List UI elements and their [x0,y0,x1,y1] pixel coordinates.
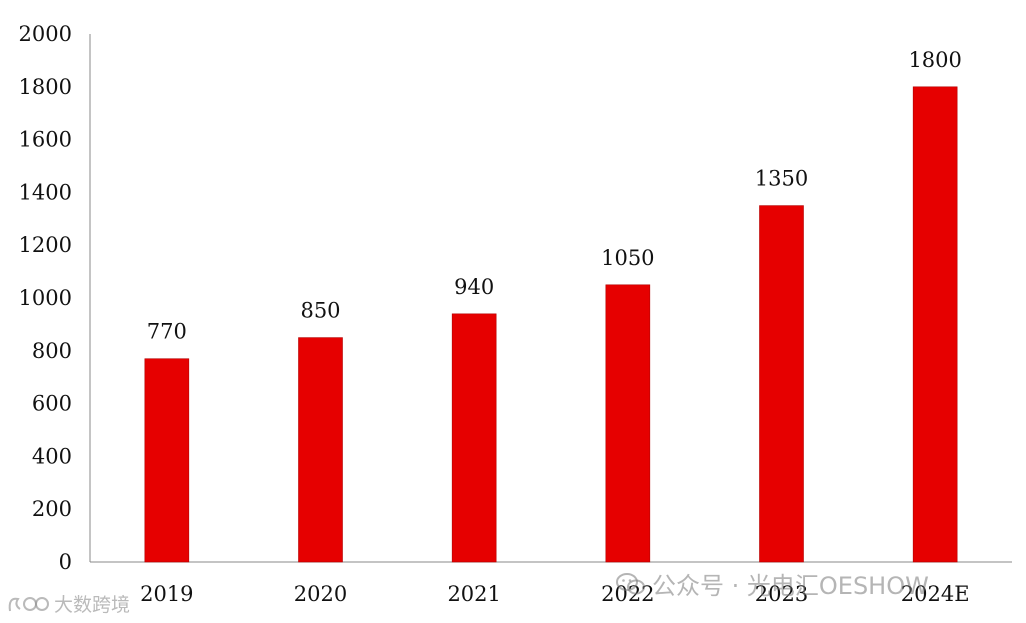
y-tick-label: 2000 [19,22,72,46]
wechat-watermark: 公众号 · 光电汇OESHOW [616,566,929,601]
bar-data-label: 850 [300,299,340,323]
y-tick-label: 1400 [19,180,72,204]
x-tick-label: 2024E [901,582,970,606]
bigdata-watermark-text: 大数跨境 [54,594,131,616]
y-tick-label: 1600 [19,128,72,152]
x-tick-label: 2020 [294,582,347,606]
x-tick-label: 2021 [447,582,500,606]
bar [605,284,651,563]
y-tick-label: 200 [32,497,72,521]
wechat-icon [616,572,645,594]
x-tick-labels: 2019 2020 2021 2022 2023 2024E [140,582,969,606]
bar [144,358,190,563]
y-tick-label: 0 [59,550,72,574]
bar-data-label: 940 [454,275,494,299]
y-tick-label: 600 [32,392,72,416]
bar [451,313,497,563]
bar-data-label: 1800 [908,48,961,72]
y-tick-label: 400 [32,444,72,468]
y-tick-labels: 0 200 400 600 800 1000 1200 1400 1600 1800 2000 [19,22,72,574]
y-tick-label: 800 [32,339,72,363]
x-tick-label: 2023 [755,582,808,606]
bar [912,86,958,563]
bigdata-logo-icon [8,596,49,611]
y-tick-label: 1000 [19,286,72,310]
data-labels: 770 850 940 1050 1350 1800 [147,48,962,344]
bar-data-label: 1050 [601,246,654,270]
y-tick-label: 1800 [19,75,72,99]
bar-data-label: 1350 [755,167,808,191]
bar-data-label: 770 [147,320,187,344]
bar [298,337,343,563]
bar [759,205,804,563]
y-tick-label: 1200 [19,233,72,257]
bars [144,86,958,563]
wechat-watermark-text: 公众号 · 光电汇OESHOW [652,572,929,600]
bigdata-watermark: 大数跨境 [6,590,130,617]
x-tick-label: 2019 [140,582,193,606]
